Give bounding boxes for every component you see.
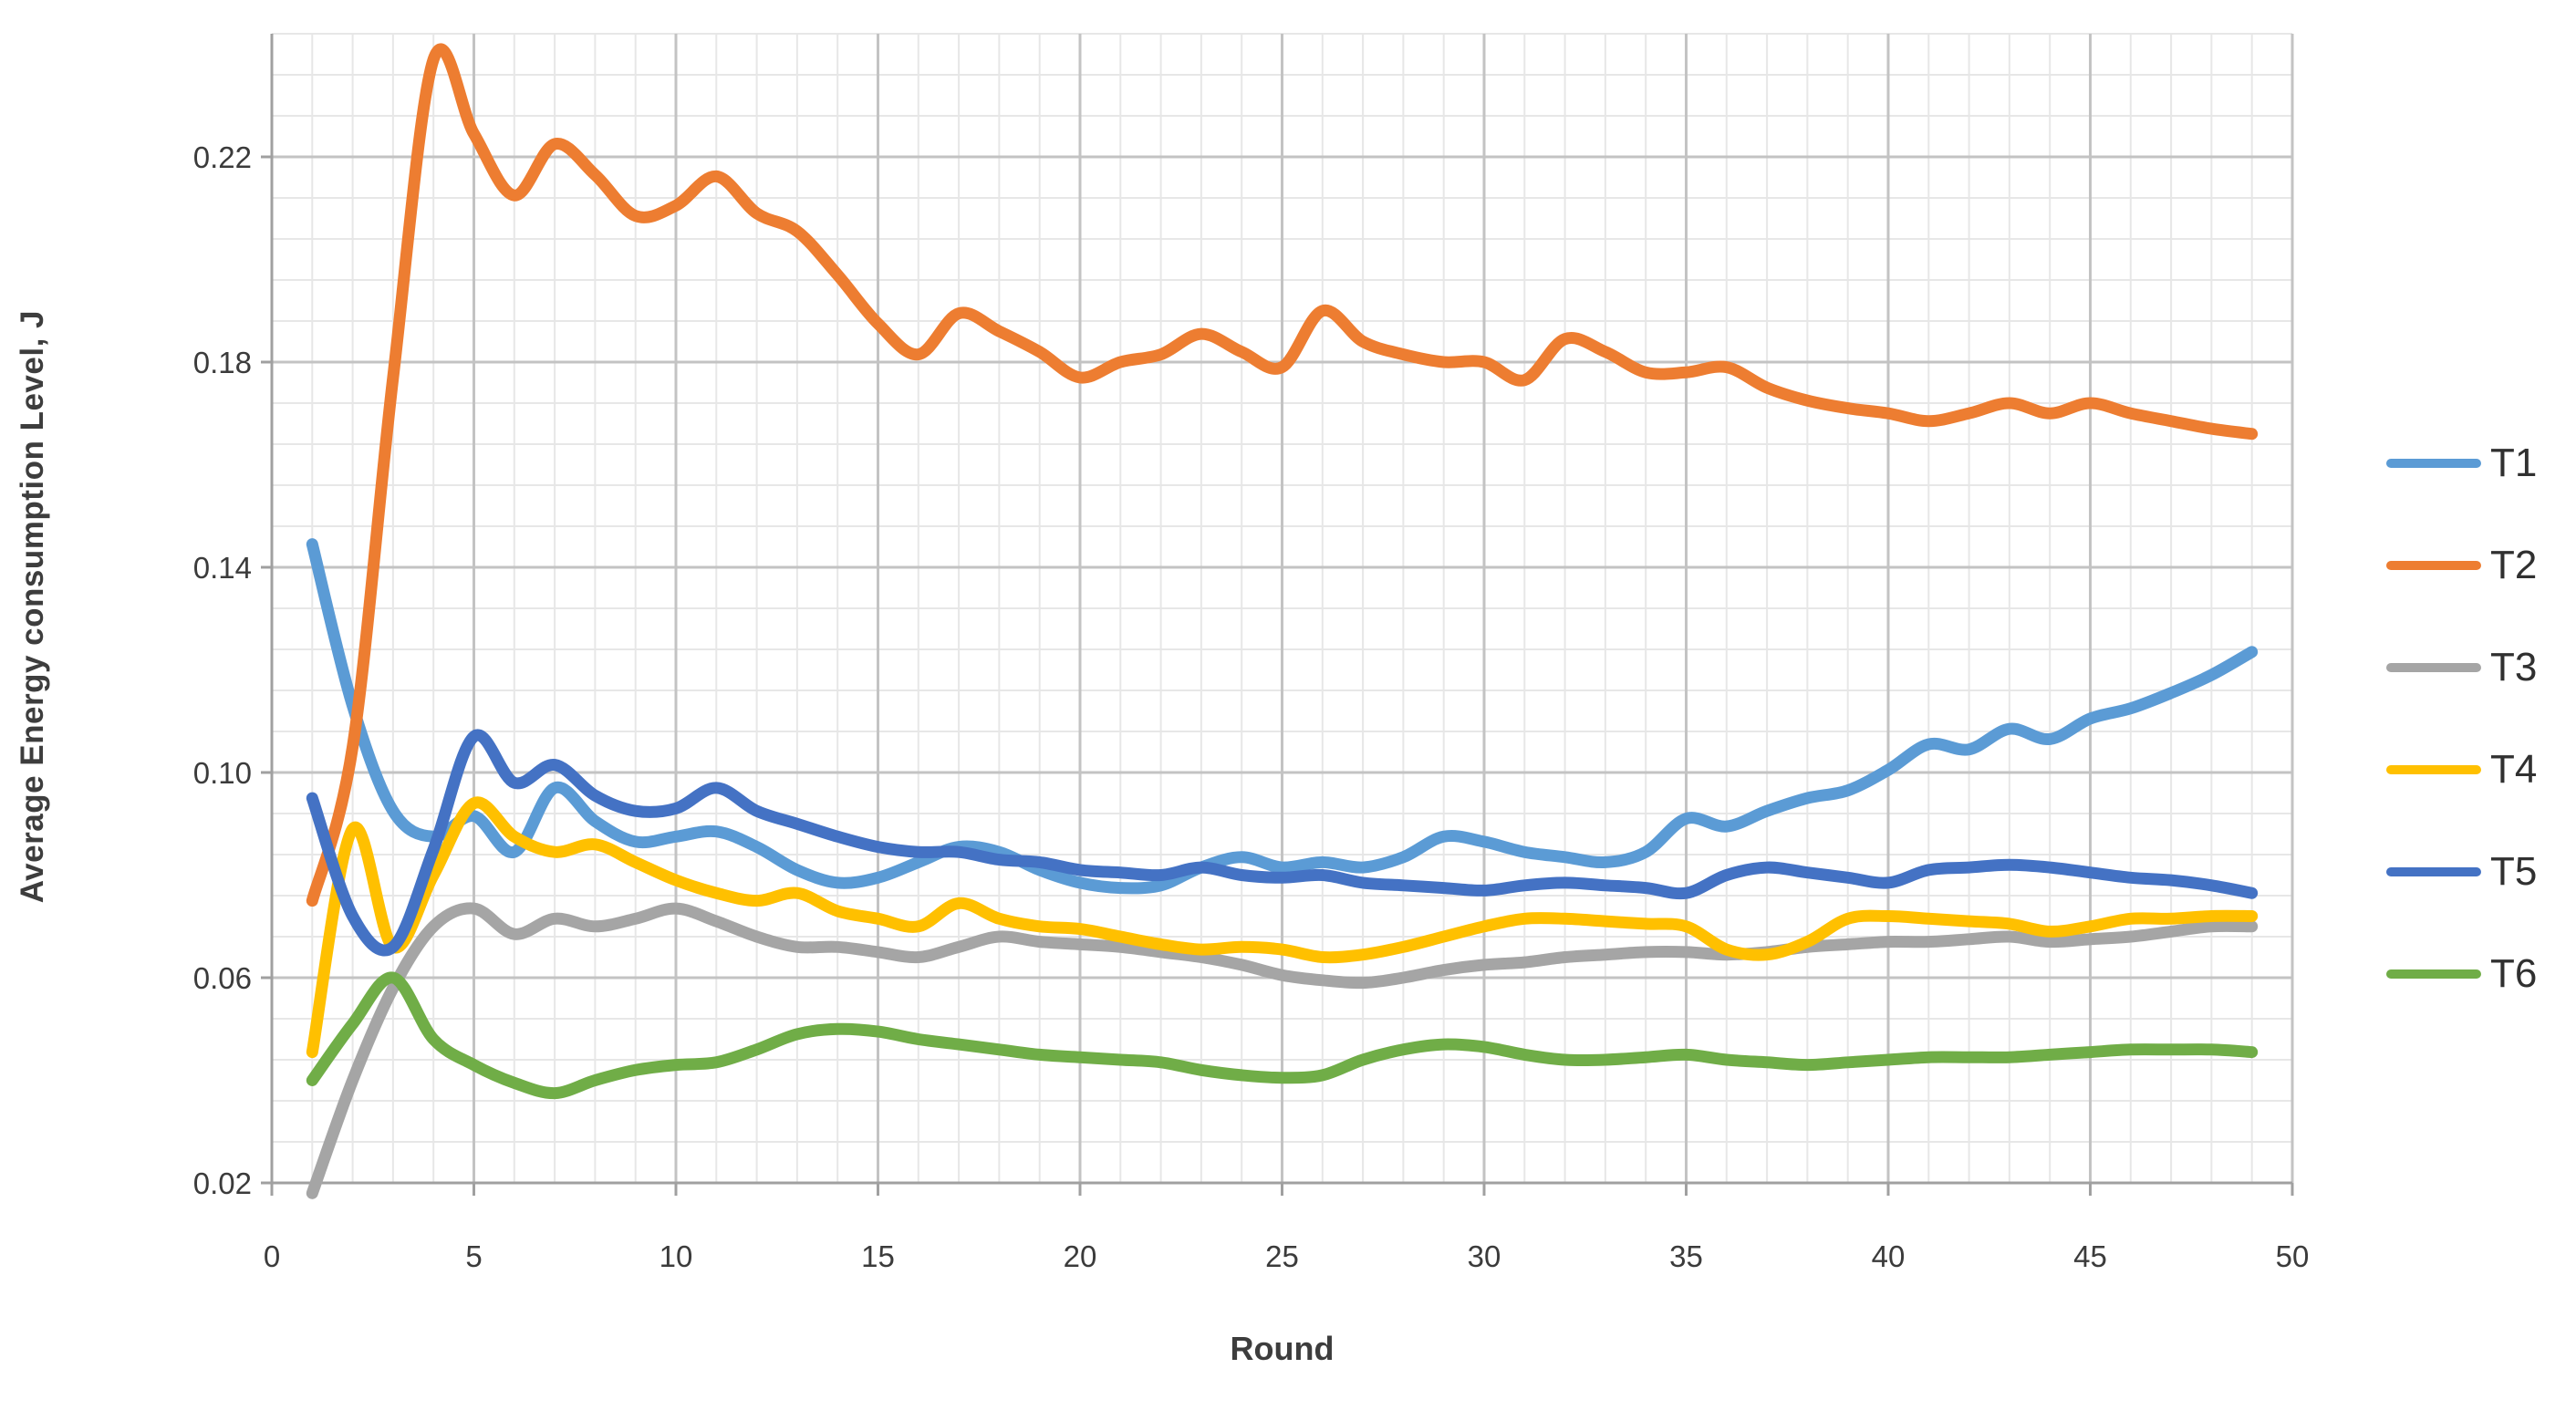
legend-item-T1: T1: [2386, 441, 2537, 486]
y-axis-title-text: Average Energy consumption Level, J: [15, 309, 50, 904]
series-line-T5: [306, 729, 2259, 957]
x-tick-label: 15: [861, 1239, 895, 1273]
x-tick-label: 35: [1669, 1239, 1703, 1273]
y-axis-title: Average Energy consumption Level, J: [15, 0, 51, 1213]
series-line-T3: [306, 902, 2259, 1199]
legend-swatch-T1: [2386, 459, 2481, 468]
y-tick-label: 0.14: [193, 551, 252, 585]
gridlines-major: [272, 34, 2294, 1183]
x-tick-label: 50: [2276, 1239, 2310, 1273]
legend-swatch-T3: [2386, 663, 2481, 672]
legend-swatch-T5: [2386, 867, 2481, 876]
legend-label-T1: T1: [2490, 441, 2538, 485]
legend-item-T5: T5: [2386, 849, 2537, 895]
y-tick-labels: 0.02 0.06 0.10 0.14 0.18 0.22: [193, 140, 252, 1200]
y-tick-label: 0.10: [193, 756, 252, 790]
y-tick-label: 0.02: [193, 1166, 252, 1200]
legend-item-T6: T6: [2386, 951, 2537, 997]
legend-label-T5: T5: [2490, 849, 2538, 894]
legend-label-T6: T6: [2490, 951, 2538, 996]
x-tick-label: 5: [465, 1239, 482, 1273]
x-tick-label: 10: [660, 1239, 693, 1273]
y-tick-label: 0.18: [193, 346, 252, 379]
series-line-T4: [306, 796, 2259, 1059]
legend-swatch-T4: [2386, 765, 2481, 774]
series-line-T1: [306, 538, 2259, 895]
y-tick-label: 0.22: [193, 140, 252, 174]
legend: T1 T2 T3 T4 T5 T6: [2386, 441, 2537, 997]
legend-swatch-T6: [2386, 969, 2481, 979]
legend-item-T2: T2: [2386, 543, 2537, 588]
legend-item-T4: T4: [2386, 747, 2537, 793]
series-lines: [306, 43, 2259, 1199]
series-line-T2: [306, 43, 2259, 907]
x-tick-label: 40: [1872, 1239, 1906, 1273]
y-tick-label: 0.06: [193, 961, 252, 995]
x-tick-label: 20: [1064, 1239, 1097, 1273]
legend-label-T4: T4: [2490, 747, 2538, 792]
series-line-T6: [306, 971, 2259, 1100]
legend-swatch-T2: [2386, 561, 2481, 570]
x-axis-title: Round: [1230, 1330, 1335, 1367]
x-tick-label: 0: [264, 1239, 280, 1273]
legend-item-T3: T3: [2386, 645, 2537, 690]
x-tick-label: 30: [1468, 1239, 1501, 1273]
x-tick-label: 45: [2073, 1239, 2107, 1273]
axis-tick-marks: [261, 155, 2294, 1196]
legend-label-T3: T3: [2490, 645, 2538, 689]
x-tick-labels: 0 5 10 15 20 25 30 35 40 45 50: [264, 1239, 2310, 1273]
legend-label-T2: T2: [2490, 543, 2538, 587]
x-tick-label: 25: [1265, 1239, 1299, 1273]
